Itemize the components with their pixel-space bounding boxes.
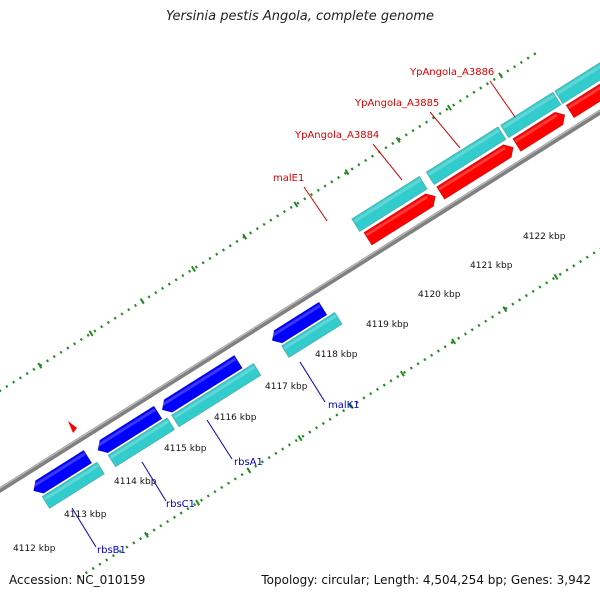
feature-shading	[556, 64, 600, 95]
feature-shading	[502, 94, 555, 129]
gene-label-rbsb1[interactable]: rbsB1	[97, 545, 126, 556]
orf-feature[interactable]	[425, 126, 507, 186]
scale-tick-mark	[195, 499, 201, 506]
feature-shading	[514, 113, 558, 143]
kbp-tick-labels: 4112 kbp 4113 kbp 4114 kbp 4115 kbp 4116 kbp…	[13, 232, 566, 554]
dotted-scale-line	[0, 49, 542, 393]
scale-tick-mark	[502, 306, 508, 313]
kbp-tick-label: 4116 kbp	[214, 413, 257, 423]
feature-shading	[353, 178, 422, 223]
scale-tick-mark	[344, 169, 350, 176]
scale-tick-mark	[553, 273, 559, 281]
feature-shading	[31, 452, 86, 489]
origin-marker-icon	[68, 421, 77, 433]
scale-tick-mark	[399, 370, 405, 377]
scale-tick-mark	[190, 265, 196, 272]
gene-label-leader-line	[141, 461, 167, 502]
gene-labels: YpAngola_A3886 YpAngola_A3885 YpAngola_A38…	[71, 67, 516, 556]
gene-label-leader-line	[71, 507, 97, 548]
dotted-scale-line	[78, 247, 600, 579]
feature-shading	[173, 365, 256, 419]
feature-shading	[567, 86, 600, 109]
gene-label-leader-line	[429, 111, 461, 149]
forward-cds-feature[interactable]	[512, 111, 566, 152]
feature-shading	[270, 304, 321, 338]
scale-tick-mark	[498, 72, 504, 79]
gene-label-leader-line	[299, 361, 326, 403]
backbone-highlight	[0, 109, 600, 489]
gene-label-ypangola_a3886[interactable]: YpAngola_A3886	[409, 67, 494, 78]
scale-tick-mark	[395, 136, 401, 144]
backbone-line	[0, 109, 600, 493]
genome-title: Yersinia pestis Angola, complete genome	[166, 9, 434, 24]
scale-tick-mark	[446, 104, 452, 111]
gene-label-rbsc1[interactable]: rbsC1	[166, 499, 195, 510]
feature-shading	[160, 357, 237, 408]
feature-shading	[95, 408, 156, 448]
kbp-tick-label: 4114 kbp	[114, 477, 157, 487]
gene-label-leader-line	[303, 186, 328, 222]
orf-feature[interactable]	[554, 45, 600, 105]
scale-tick-mark	[293, 201, 299, 208]
genome-summary-text: Topology: circular; Length: 4,504,254 bp…	[261, 573, 591, 587]
kbp-tick-label: 4115 kbp	[164, 444, 207, 454]
gene-label-ypangola_a3885[interactable]: YpAngola_A3885	[354, 98, 439, 109]
gene-label-leader-line	[489, 80, 516, 118]
kbp-tick-label: 4120 kbp	[418, 290, 461, 300]
gene-label-leader-line	[206, 419, 233, 460]
reverse-cds-feature[interactable]	[97, 405, 163, 454]
reverse-cds-feature[interactable]	[271, 301, 328, 344]
scale-tick-mark	[139, 298, 145, 305]
forward-cds-feature[interactable]	[565, 63, 600, 119]
kbp-tick-label: 4113 kbp	[64, 510, 107, 520]
backbone-track	[0, 109, 600, 493]
accession-text: Accession: NC_010159	[9, 573, 146, 587]
scale-tick-mark	[246, 467, 252, 474]
kbp-tick-label: 4119 kbp	[366, 320, 409, 330]
feature-shading	[43, 464, 99, 501]
orf-feature[interactable]	[41, 461, 105, 509]
orf-feature[interactable]	[107, 417, 176, 468]
kbp-tick-label: 4121 kbp	[470, 261, 513, 271]
gene-features	[31, 45, 600, 509]
feature-shading	[438, 146, 507, 191]
scale-tick-mark	[37, 362, 43, 369]
orf-feature[interactable]	[281, 311, 343, 359]
scale-tick-mark	[143, 531, 149, 538]
orf-feature[interactable]	[171, 363, 262, 428]
gene-label-malk1[interactable]: malK1	[328, 400, 360, 411]
scale-tick-mark	[297, 435, 303, 442]
feature-shading	[109, 419, 170, 459]
dotted-scale-lines	[0, 49, 600, 579]
orf-feature[interactable]	[351, 175, 428, 233]
gene-label-rbsa1[interactable]: rbsA1	[234, 457, 263, 468]
gene-label-ypangola_a3884[interactable]: YpAngola_A3884	[294, 130, 379, 141]
kbp-tick-label: 4122 kbp	[523, 232, 566, 242]
forward-cds-feature[interactable]	[436, 144, 514, 200]
feature-shading	[365, 195, 429, 237]
reverse-cds-feature[interactable]	[161, 355, 243, 413]
feature-shading	[283, 314, 337, 350]
kbp-tick-label: 4112 kbp	[13, 544, 56, 554]
scale-tick-mark	[348, 402, 354, 409]
scale-tick-mark	[451, 338, 457, 345]
orf-feature[interactable]	[500, 91, 562, 139]
scale-tick-mark	[88, 330, 94, 337]
feature-shading	[428, 128, 500, 176]
gene-label-leader-line	[372, 143, 403, 181]
kbp-tick-label: 4117 kbp	[265, 382, 308, 392]
scale-tick-mark	[242, 233, 248, 240]
forward-cds-feature[interactable]	[363, 193, 436, 246]
kbp-tick-label: 4118 kbp	[315, 350, 358, 360]
gene-label-male1[interactable]: malE1	[273, 173, 304, 184]
reverse-cds-feature[interactable]	[33, 449, 93, 494]
